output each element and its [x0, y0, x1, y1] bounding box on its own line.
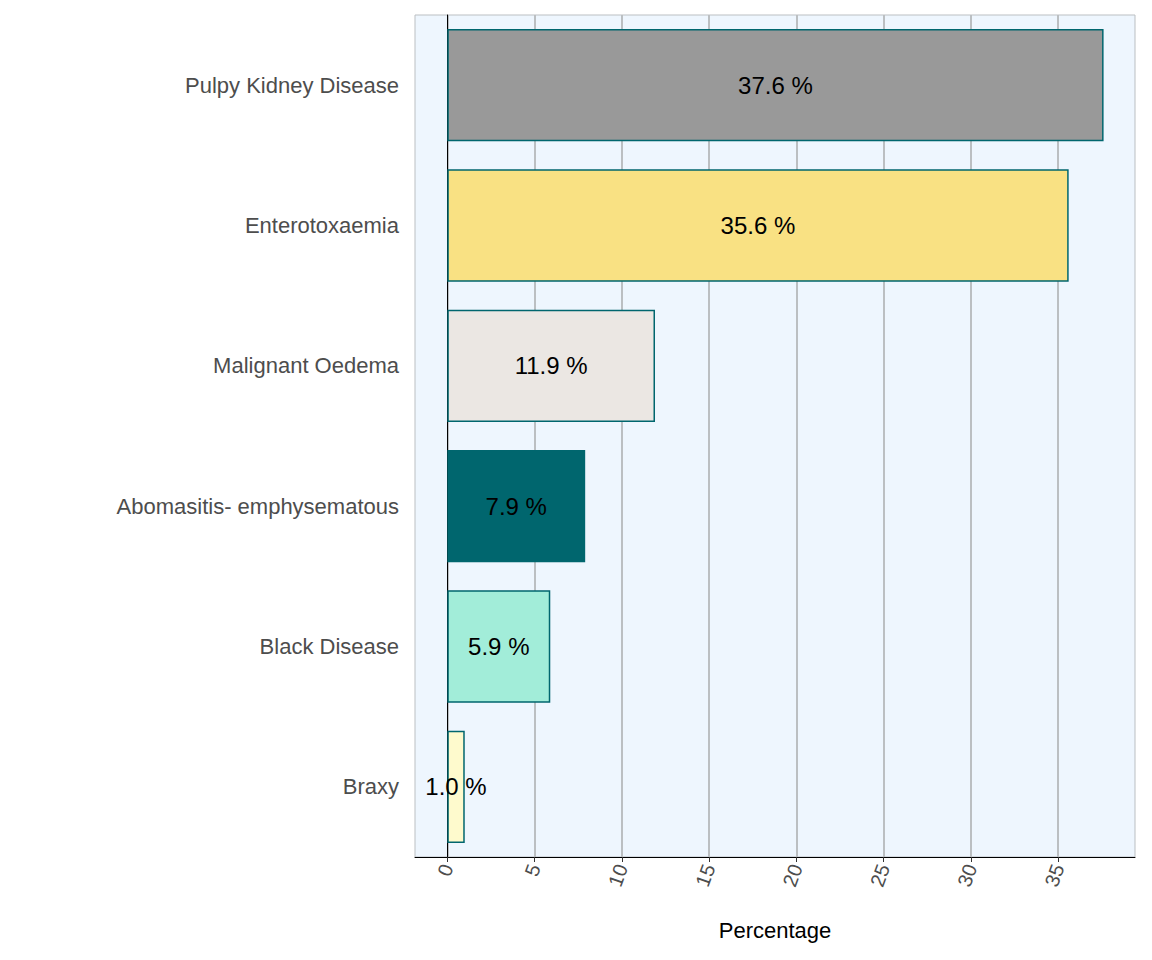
svg-text:35: 35 [1040, 861, 1068, 889]
svg-text:0: 0 [433, 861, 457, 879]
svg-text:Malignant Oedema: Malignant Oedema [213, 353, 400, 378]
svg-text:Pulpy Kidney Disease: Pulpy Kidney Disease [185, 73, 399, 98]
svg-text:7.9 %: 7.9 % [486, 493, 547, 520]
svg-text:20: 20 [778, 861, 806, 889]
svg-text:Enterotoxaemia: Enterotoxaemia [245, 213, 400, 238]
svg-text:Braxy: Braxy [343, 774, 399, 799]
svg-text:15: 15 [691, 861, 719, 889]
svg-text:Abomasitis- emphysematous: Abomasitis- emphysematous [117, 494, 399, 519]
svg-text:37.6 %: 37.6 % [738, 72, 813, 99]
svg-text:25: 25 [866, 861, 894, 889]
svg-text:10: 10 [604, 861, 632, 889]
svg-text:1.0 %: 1.0 % [425, 773, 486, 800]
svg-text:Percentage: Percentage [719, 918, 832, 943]
svg-text:11.9 %: 11.9 % [515, 352, 588, 379]
svg-text:30: 30 [953, 861, 981, 889]
svg-text:5.9 %: 5.9 % [468, 633, 529, 660]
svg-text:5: 5 [520, 861, 544, 879]
svg-text:Black Disease: Black Disease [260, 634, 399, 659]
svg-text:35.6 %: 35.6 % [721, 212, 796, 239]
